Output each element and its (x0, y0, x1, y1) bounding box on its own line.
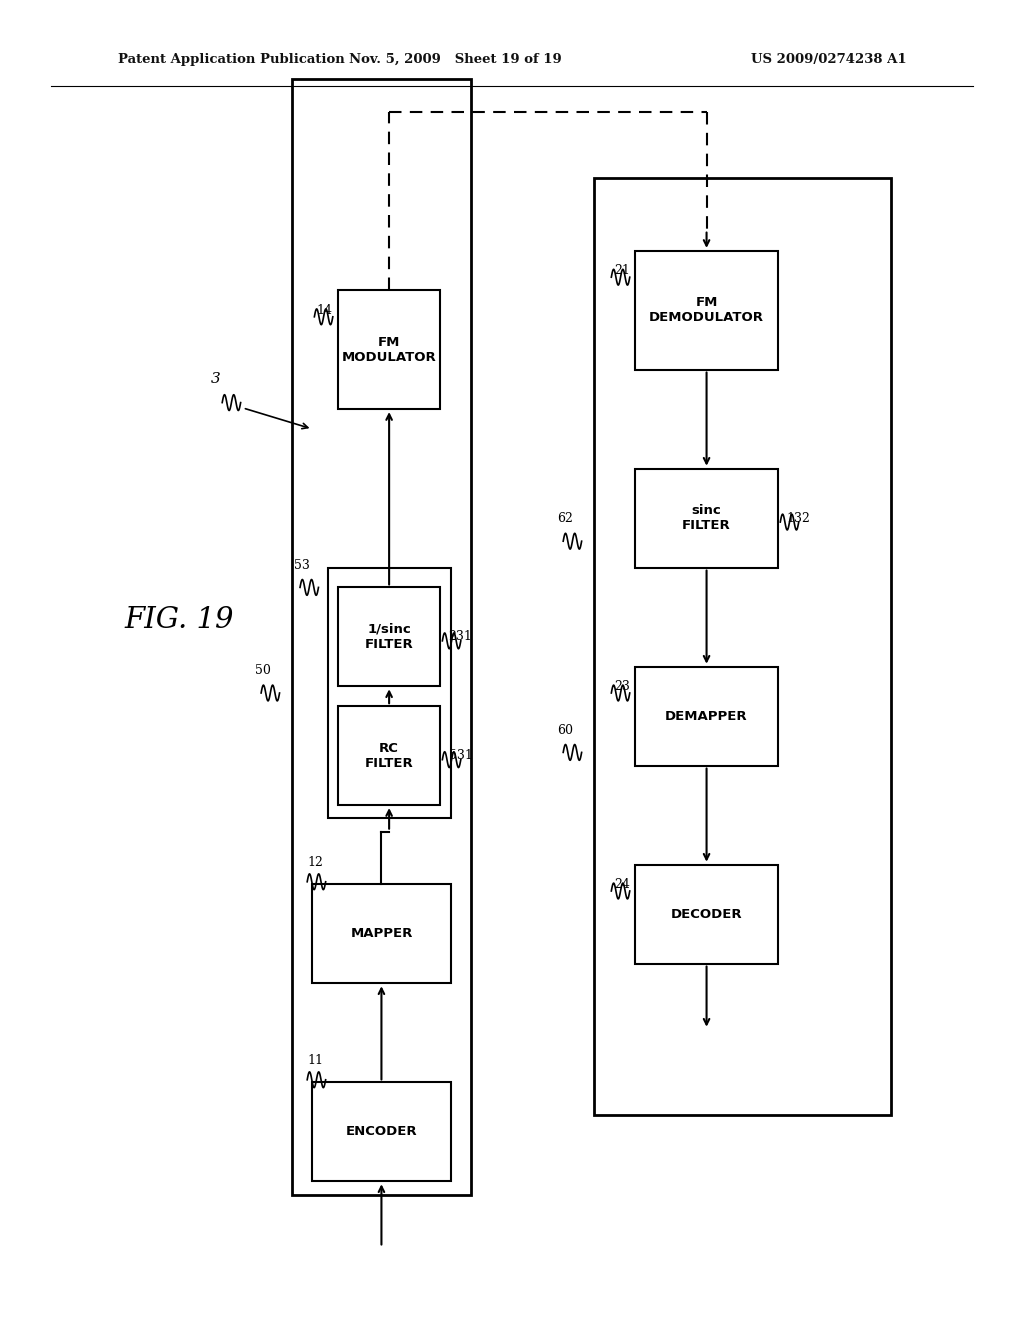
Text: DEMAPPER: DEMAPPER (666, 710, 748, 722)
Text: 60: 60 (557, 723, 573, 737)
Text: 231: 231 (449, 631, 472, 643)
Text: Patent Application Publication: Patent Application Publication (118, 53, 344, 66)
Text: 50: 50 (255, 664, 271, 677)
Bar (594, 178, 891, 1115)
Bar (338, 290, 440, 409)
Text: 132: 132 (786, 512, 810, 524)
Text: US 2009/0274238 A1: US 2009/0274238 A1 (751, 53, 906, 66)
Text: 23: 23 (613, 680, 630, 693)
Text: 21: 21 (613, 264, 630, 277)
Bar (338, 587, 440, 686)
Text: 62: 62 (557, 512, 573, 525)
Text: FM
DEMODULATOR: FM DEMODULATOR (649, 296, 764, 325)
Text: FM
MODULATOR: FM MODULATOR (342, 335, 436, 364)
Bar (312, 1082, 451, 1181)
Text: 14: 14 (316, 304, 333, 317)
Text: DECODER: DECODER (671, 908, 742, 920)
Text: 24: 24 (613, 878, 630, 891)
Bar (635, 469, 778, 568)
Text: 53: 53 (294, 558, 310, 572)
Text: 1/sinc
FILTER: 1/sinc FILTER (365, 623, 414, 651)
Bar (635, 667, 778, 766)
Text: Nov. 5, 2009   Sheet 19 of 19: Nov. 5, 2009 Sheet 19 of 19 (349, 53, 562, 66)
Bar (328, 568, 451, 818)
Text: 12: 12 (307, 855, 324, 869)
Bar (312, 884, 451, 983)
Text: 11: 11 (307, 1053, 324, 1067)
Text: RC
FILTER: RC FILTER (365, 742, 414, 770)
Text: ENCODER: ENCODER (346, 1126, 417, 1138)
Bar (292, 79, 471, 1195)
Text: MAPPER: MAPPER (350, 928, 413, 940)
Bar (635, 865, 778, 964)
Text: 531: 531 (449, 750, 472, 762)
Text: FIG. 19: FIG. 19 (125, 606, 233, 635)
Bar (338, 706, 440, 805)
Bar (635, 251, 778, 370)
Text: 3: 3 (210, 372, 220, 385)
Text: sinc
FILTER: sinc FILTER (682, 504, 731, 532)
